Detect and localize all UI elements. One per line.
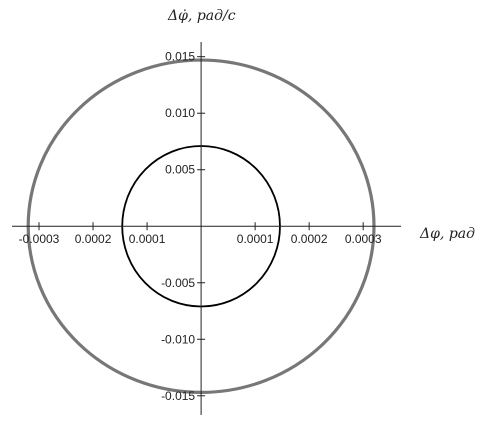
x-tick-label: 0.0002 bbox=[291, 232, 328, 246]
x-ticks-layer: -0.0003 0.0002 0.0001 0.0001 0.0002 0.0003 bbox=[19, 222, 382, 246]
y-tick-label: 0.005 bbox=[165, 163, 195, 177]
y-tick-label: -0.015 bbox=[161, 389, 195, 403]
y-tick-label: 0.015 bbox=[165, 50, 195, 64]
y-axis-label: Δφ̇, рад/с bbox=[167, 8, 236, 24]
x-tick-label: 0.0002 bbox=[75, 232, 112, 246]
y-ticks-layer: 0.015 0.010 0.005 -0.005 -0.010 -0.015 bbox=[161, 50, 206, 403]
y-tick-label: -0.005 bbox=[161, 276, 195, 290]
x-tick-label: -0.0003 bbox=[19, 232, 60, 246]
x-axis-label: Δφ, рад bbox=[419, 226, 475, 242]
x-tick-label: 0.0003 bbox=[345, 232, 382, 246]
x-tick-label: 0.0001 bbox=[237, 232, 274, 246]
y-tick-label: 0.010 bbox=[165, 106, 195, 120]
x-tick-label: 0.0001 bbox=[129, 232, 166, 246]
y-tick-label: -0.010 bbox=[161, 332, 195, 346]
